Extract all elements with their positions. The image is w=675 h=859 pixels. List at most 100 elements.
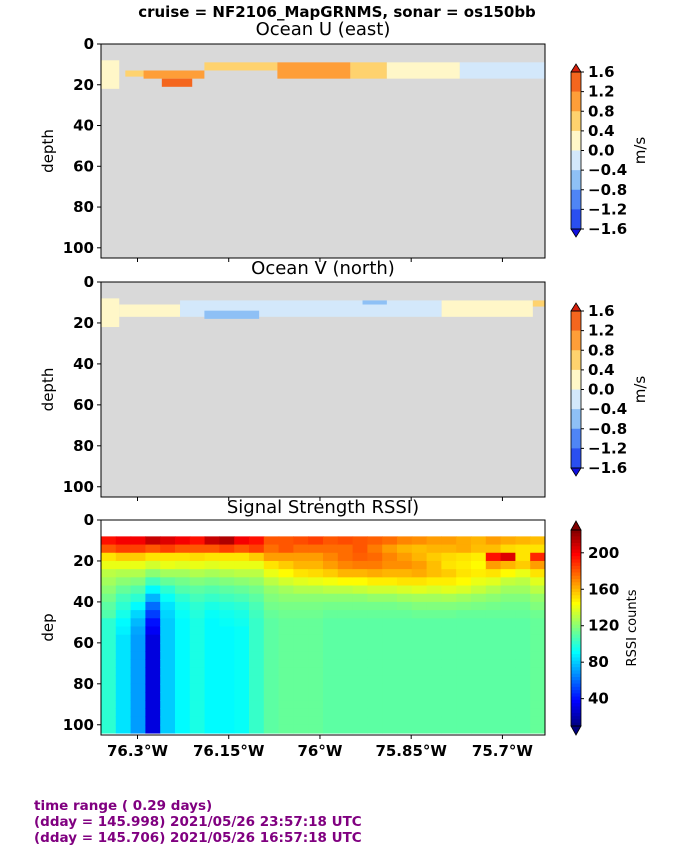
rssi-cell	[219, 700, 235, 709]
colorbar-segment	[571, 677, 581, 681]
rssi-cell	[485, 634, 502, 644]
rssi-cell	[471, 683, 487, 693]
rssi-cell	[160, 610, 176, 619]
colorbar-segment	[571, 595, 581, 599]
rssi-cell	[219, 536, 235, 546]
rssi-cell	[145, 642, 161, 652]
rssi-cell	[382, 585, 398, 595]
y-tick-label: 100	[63, 478, 94, 496]
rssi-cell	[234, 716, 250, 726]
rssi-cell	[219, 716, 235, 726]
rssi-cell	[293, 667, 309, 677]
footer-start-time: (dday = 145.706) 2021/05/26 16:57:18 UTC	[34, 830, 362, 846]
rssi-cell	[101, 659, 117, 669]
rssi-cell	[278, 692, 294, 701]
rssi-cell	[189, 683, 206, 693]
rssi-cell	[278, 642, 294, 652]
rssi-cell	[204, 642, 220, 652]
rssi-cell	[352, 651, 368, 660]
colorbar-tick-label: 1.6	[588, 63, 615, 81]
colorbar-segment	[571, 569, 581, 573]
colorbar-segment	[571, 579, 581, 583]
rssi-cell	[249, 675, 265, 685]
rssi-cell	[249, 536, 265, 546]
rssi-cell	[130, 601, 146, 611]
rssi-cell	[175, 593, 191, 603]
rssi-cell	[175, 724, 191, 734]
rssi-cell	[367, 683, 383, 693]
colorbar-segment	[571, 647, 581, 652]
rssi-cell	[145, 659, 161, 669]
rssi-cell	[426, 585, 442, 595]
rssi-cell	[101, 577, 117, 587]
rssi-cell	[145, 536, 161, 546]
rssi-cell	[397, 552, 413, 562]
rssi-cell	[411, 675, 428, 685]
rssi-cell	[441, 667, 457, 677]
rssi-cell	[189, 659, 206, 669]
rssi-cell	[293, 536, 309, 546]
panel-title: Ocean U (east)	[256, 19, 391, 40]
velocity-cell	[441, 300, 533, 317]
rssi-cell	[426, 675, 442, 685]
colorbar-segment	[571, 350, 581, 371]
rssi-cell	[130, 642, 146, 652]
rssi-cell	[471, 700, 487, 709]
colorbar-segment	[571, 111, 581, 132]
rssi-cell	[441, 708, 457, 718]
rssi-cell	[411, 585, 428, 595]
rssi-cell	[145, 675, 161, 685]
rssi-cell	[234, 651, 250, 660]
rssi-cell	[367, 642, 383, 652]
rssi-cell	[219, 552, 235, 562]
rssi-cell	[115, 536, 132, 546]
rssi-cell	[352, 577, 368, 587]
velocity-cell	[143, 70, 205, 79]
colorbar-segment	[571, 588, 581, 593]
rssi-cell	[308, 536, 324, 546]
rssi-cell	[130, 560, 146, 570]
rssi-cell	[278, 667, 294, 677]
rssi-cell	[471, 708, 487, 718]
y-tick-label: 80	[73, 675, 94, 693]
colorbar-tick-label: 200	[588, 544, 619, 562]
rssi-cell	[234, 593, 250, 603]
rssi-cell	[308, 659, 324, 669]
rssi-cell	[337, 618, 354, 628]
rssi-cell	[456, 560, 472, 570]
rssi-cell	[234, 667, 250, 677]
rssi-cell	[130, 683, 146, 693]
rssi-cell	[160, 659, 176, 669]
rssi-cell	[367, 618, 383, 628]
rssi-cell	[145, 618, 161, 628]
rssi-cell	[352, 708, 368, 718]
rssi-cell	[189, 626, 206, 636]
rssi-cell	[323, 667, 339, 677]
rssi-cell	[397, 601, 413, 611]
rssi-cell	[352, 659, 368, 669]
rssi-cell	[115, 651, 132, 660]
rssi-cell	[456, 618, 472, 628]
colorbar-segment	[571, 592, 581, 596]
rssi-cell	[278, 716, 294, 726]
rssi-cell	[337, 642, 354, 652]
rssi-cell	[411, 700, 428, 709]
rssi-cell	[397, 659, 413, 669]
velocity-cell	[459, 62, 545, 79]
colorbar-tick-label: 0.8	[588, 102, 615, 120]
rssi-cell	[397, 724, 413, 734]
rssi-cell	[130, 593, 146, 603]
colorbar-segment	[571, 654, 581, 658]
rssi-cell	[500, 618, 516, 628]
rssi-cell	[352, 667, 368, 677]
y-tick-label: 40	[73, 355, 94, 373]
rssi-cell	[219, 569, 235, 578]
rssi-cell	[397, 560, 413, 570]
rssi-cell	[145, 610, 161, 619]
colorbar-tick-label: 160	[588, 580, 619, 598]
rssi-cell	[515, 601, 531, 611]
rssi-cell	[293, 634, 309, 644]
y-tick-label: 0	[84, 273, 94, 291]
rssi-cell	[189, 544, 206, 554]
rssi-cell	[160, 700, 176, 709]
